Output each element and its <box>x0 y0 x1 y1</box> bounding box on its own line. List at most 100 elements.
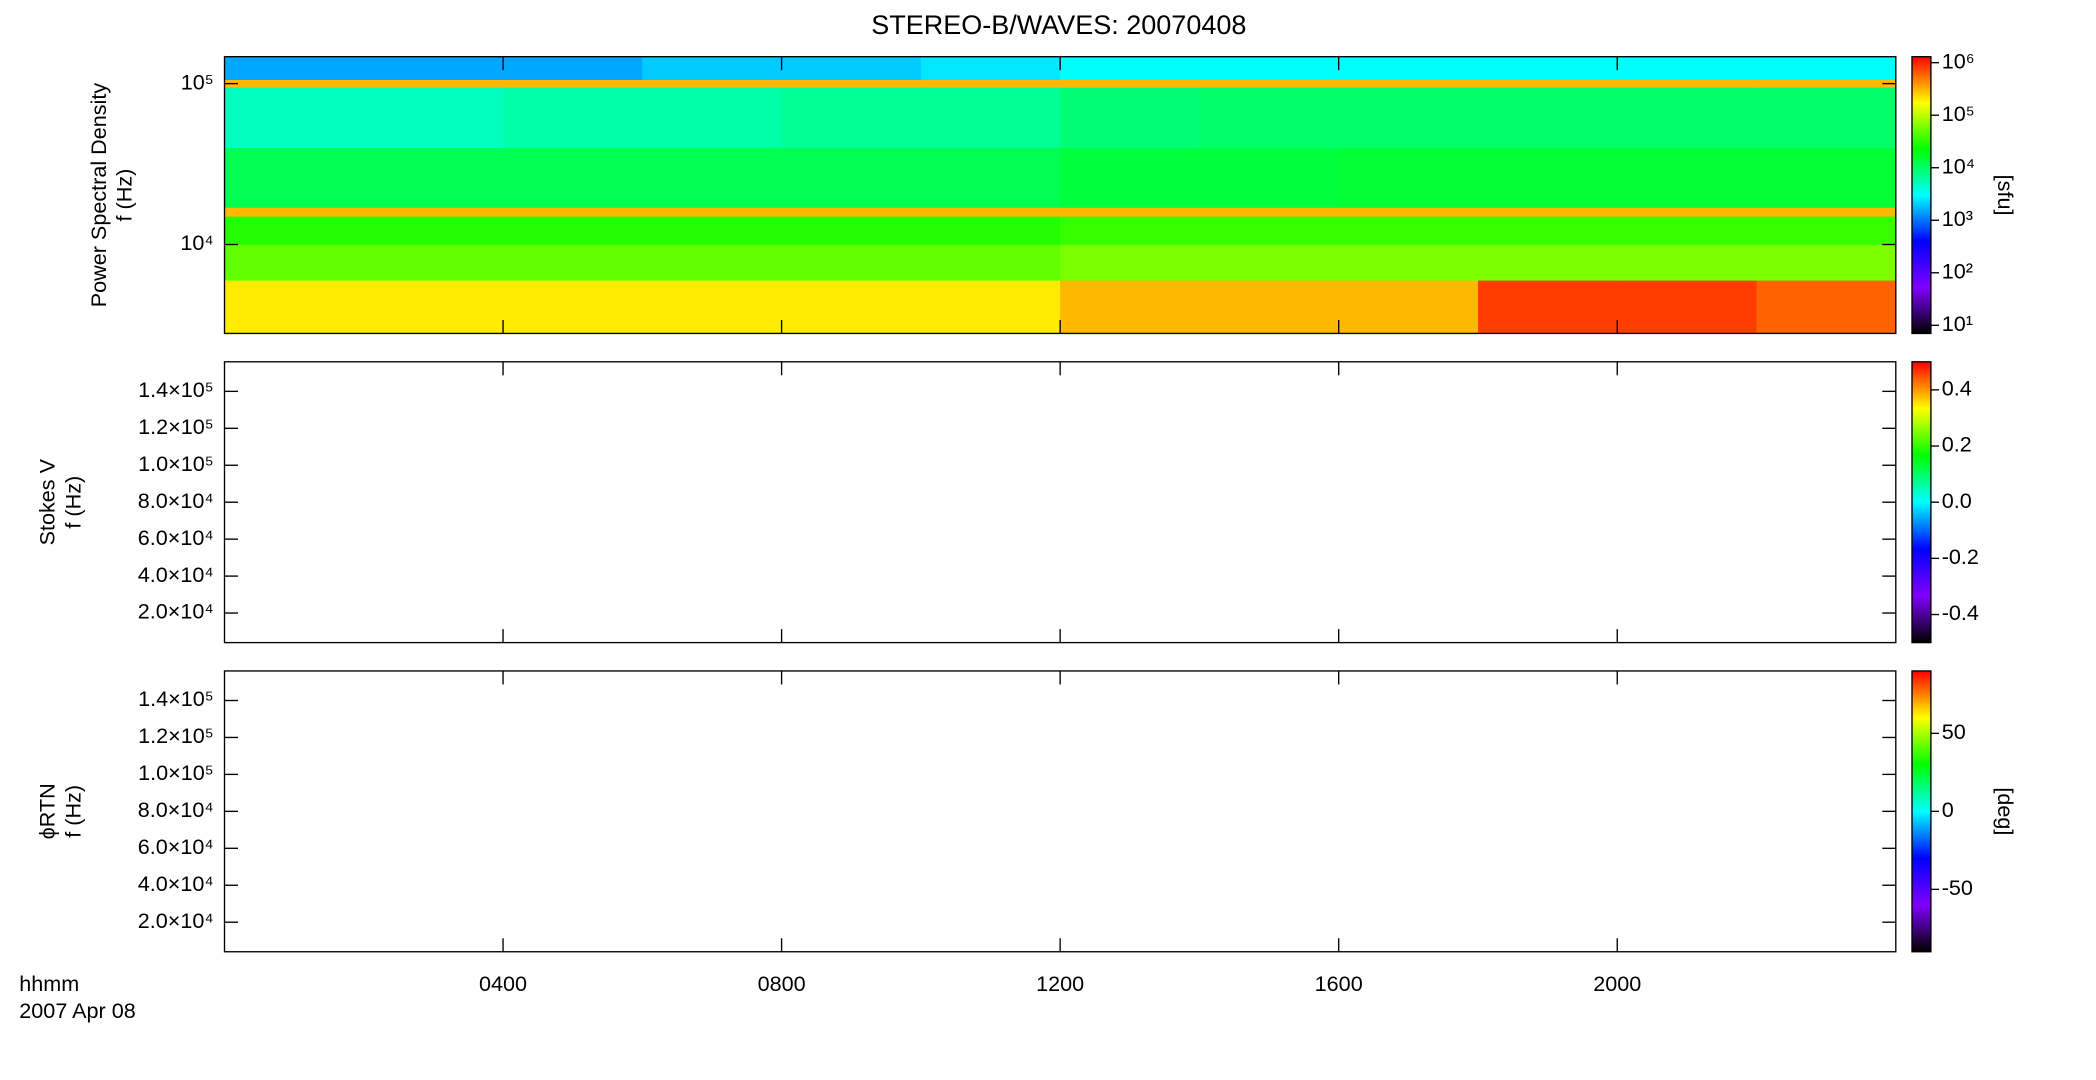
heatmap-cell <box>642 56 783 80</box>
heatmap-cell <box>1060 207 1201 217</box>
y-tick-label: 10⁵ <box>181 69 214 94</box>
x-tick-label: 1600 <box>1315 971 1363 996</box>
y-tick-label: 2.0×10⁴ <box>138 599 214 624</box>
y-tick-label: 1.4×10⁵ <box>138 686 214 711</box>
colorbar-tick-label: 0.0 <box>1942 488 1972 513</box>
heatmap-cell <box>1477 147 1618 208</box>
heatmap-cell <box>781 244 922 281</box>
heatmap-cell <box>363 207 504 217</box>
heatmap-cell <box>1199 147 1340 208</box>
y-axis-label: f (Hz) <box>60 785 85 838</box>
heatmap-cell <box>1617 207 1758 217</box>
heatmap-cell <box>224 147 365 208</box>
colorbar-tick-label: 10⁵ <box>1942 101 1975 126</box>
x-tick-label: 0400 <box>479 971 527 996</box>
heatmap-cell <box>1477 87 1618 149</box>
heatmap-cell <box>781 216 922 245</box>
heatmap-cell <box>1756 56 1897 80</box>
heatmap-cell <box>781 87 922 149</box>
colorbar-tick-label: 10³ <box>1942 206 1973 231</box>
heatmap-cell <box>1338 87 1479 149</box>
heatmap-cell <box>642 79 783 88</box>
heatmap-cell <box>920 280 1061 334</box>
heatmap-cell <box>1617 280 1758 334</box>
heatmap-cell <box>1199 207 1340 217</box>
heatmap-cell <box>781 207 922 217</box>
heatmap-cell <box>224 207 365 217</box>
y-axis-label: f (Hz) <box>112 169 137 222</box>
y-tick-label: 1.2×10⁵ <box>138 723 214 748</box>
heatmap-cell <box>503 87 643 149</box>
heatmap-cell <box>642 216 783 245</box>
x-axis-label: hhmm <box>19 971 79 996</box>
chart-title: STEREO-B/WAVES: 20070408 <box>871 10 1246 40</box>
heatmap-cell <box>1477 216 1618 245</box>
heatmap-cell <box>224 244 365 281</box>
heatmap-cell <box>1199 244 1340 281</box>
heatmap-cell <box>224 216 365 245</box>
y-tick-label: 1.2×10⁵ <box>138 414 214 439</box>
y-tick-label: 6.0×10⁴ <box>138 525 214 550</box>
colorbar <box>1911 670 1932 953</box>
heatmap-cell <box>1617 244 1758 281</box>
heatmap-cell <box>503 280 643 334</box>
colorbar-tick-label: -0.4 <box>1942 600 1979 625</box>
heatmap-cell <box>1617 56 1758 80</box>
x-tick-label: 1200 <box>1036 971 1084 996</box>
y-axis-label: Stokes V <box>35 458 60 545</box>
y-tick-label: 4.0×10⁴ <box>138 562 214 587</box>
heatmap-cell <box>503 56 643 80</box>
y-tick-label: 10⁴ <box>180 230 213 255</box>
heatmap-cell <box>1338 207 1479 217</box>
heatmap-cell <box>363 56 504 80</box>
heatmap-cell <box>1477 280 1618 334</box>
heatmap-cell <box>363 79 504 88</box>
heatmap-cell <box>1477 207 1618 217</box>
heatmap-cell <box>920 56 1061 80</box>
heatmap-cell <box>1756 207 1897 217</box>
heatmap-cell <box>1756 87 1897 149</box>
heatmap-cell <box>1477 244 1618 281</box>
heatmap-cell <box>1477 79 1618 88</box>
heatmap-cell <box>1060 56 1201 80</box>
y-tick-label: 8.0×10⁴ <box>138 797 214 822</box>
heatmap-cell <box>1199 87 1340 149</box>
heatmap-cell <box>1756 147 1897 208</box>
heatmap-cell <box>1617 147 1758 208</box>
heatmap-cell <box>781 147 922 208</box>
colorbar-tick-label: 50 <box>1942 719 1966 744</box>
heatmap-cell <box>1338 56 1479 80</box>
heatmap-cell <box>1199 216 1340 245</box>
colorbar <box>1911 56 1932 335</box>
heatmap-cell <box>1060 280 1201 334</box>
heatmap-cell <box>1756 79 1897 88</box>
colorbar-tick-label: 0.4 <box>1942 376 1972 401</box>
heatmap-cell <box>1060 87 1201 149</box>
y-axis-label: Power Spectral Density <box>86 83 111 308</box>
heatmap-cell <box>1199 79 1340 88</box>
y-axis-label: ϕRTN <box>35 783 60 839</box>
colorbar-tick-label: 10⁴ <box>1942 153 1975 178</box>
plot-frame <box>223 670 1897 953</box>
plot-frame <box>223 361 1897 644</box>
heatmap-cell <box>1060 216 1201 245</box>
colorbar <box>1911 361 1932 644</box>
colorbar-tick-label: 10⁶ <box>1942 48 1975 73</box>
heatmap-cell <box>1338 147 1479 208</box>
y-tick-label: 1.0×10⁵ <box>138 760 214 785</box>
heatmap-cell <box>642 207 783 217</box>
colorbar-tick-label: -0.2 <box>1942 544 1979 569</box>
colorbar-tick-label: 0.2 <box>1942 432 1972 457</box>
heatmap-cell <box>503 216 643 245</box>
heatmap-cell <box>1617 87 1758 149</box>
heatmap-cell <box>1060 79 1201 88</box>
heatmap-cell <box>781 56 922 80</box>
heatmap-cell <box>920 147 1061 208</box>
heatmap-cell <box>1756 244 1897 281</box>
y-tick-label: 1.0×10⁵ <box>138 451 214 476</box>
y-tick-label: 8.0×10⁴ <box>138 488 214 513</box>
heatmap-cell <box>1477 56 1618 80</box>
heatmap-cell <box>1617 216 1758 245</box>
date-label: 2007 Apr 08 <box>19 998 135 1023</box>
